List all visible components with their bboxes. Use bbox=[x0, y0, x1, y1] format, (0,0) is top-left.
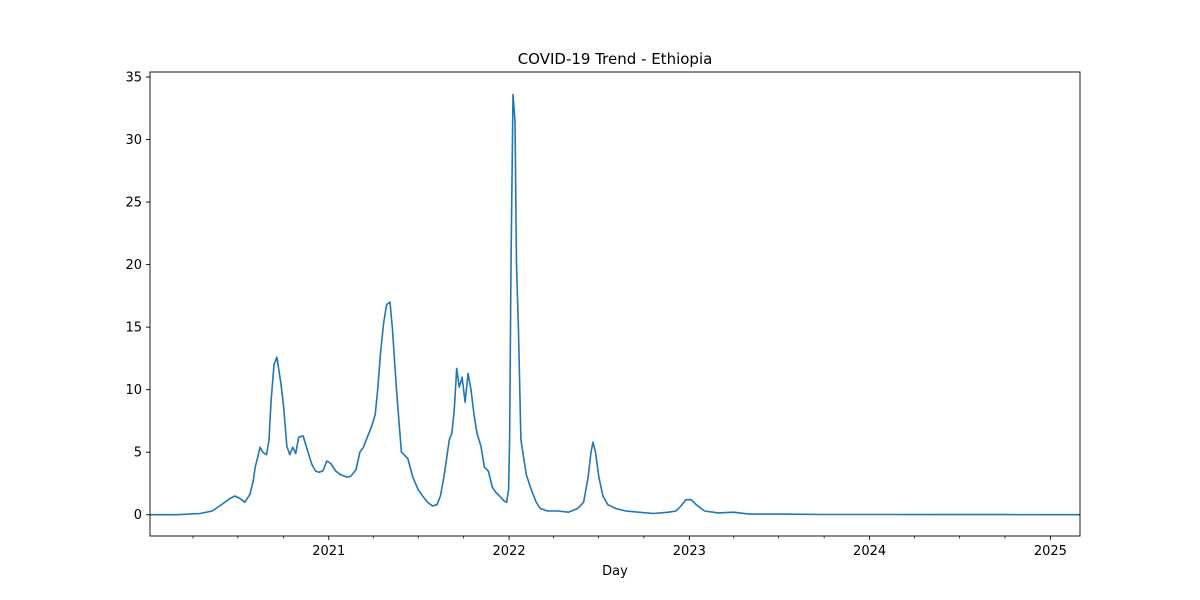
axes-frame bbox=[149, 71, 1081, 537]
x-tick-label: 2023 bbox=[673, 544, 706, 559]
y-tick-label: 5 bbox=[134, 446, 142, 461]
y-axis: 0 5 10 15 20 25 30 35 bbox=[125, 71, 150, 523]
x-tick-label: 2024 bbox=[853, 544, 886, 559]
x-tick-label: 2021 bbox=[312, 544, 345, 559]
plot-area bbox=[149, 71, 1081, 537]
y-tick-label: 20 bbox=[125, 258, 142, 273]
y-tick-label: 10 bbox=[125, 383, 142, 398]
x-axis: 2021 2022 2023 2024 2025 bbox=[192, 536, 1067, 559]
x-tick-label: 2022 bbox=[493, 544, 526, 559]
series-line bbox=[150, 93, 1081, 516]
y-tick-label: 30 bbox=[125, 133, 142, 148]
y-tick-label: 15 bbox=[125, 321, 142, 336]
y-tick-label: 25 bbox=[125, 196, 142, 211]
x-axis-label: Day bbox=[602, 564, 628, 579]
chart-title: COVID-19 Trend - Ethiopia bbox=[518, 50, 713, 68]
y-tick-label: 35 bbox=[125, 71, 142, 86]
x-tick-label: 2025 bbox=[1034, 544, 1067, 559]
y-tick-label: 0 bbox=[134, 508, 142, 523]
